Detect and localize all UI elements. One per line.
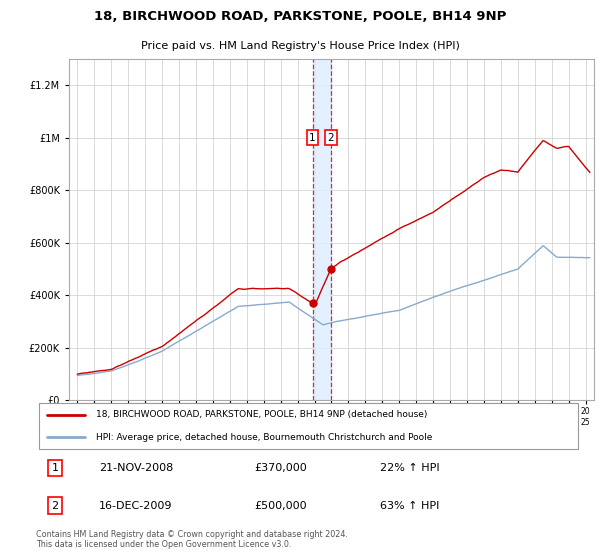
Text: 2: 2	[328, 133, 334, 143]
Text: Contains HM Land Registry data © Crown copyright and database right 2024.
This d: Contains HM Land Registry data © Crown c…	[36, 530, 348, 549]
Text: 1: 1	[52, 463, 59, 473]
Text: 18, BIRCHWOOD ROAD, PARKSTONE, POOLE, BH14 9NP: 18, BIRCHWOOD ROAD, PARKSTONE, POOLE, BH…	[94, 10, 506, 23]
Text: 22% ↑ HPI: 22% ↑ HPI	[380, 463, 440, 473]
Text: 21-NOV-2008: 21-NOV-2008	[99, 463, 173, 473]
Text: Price paid vs. HM Land Registry's House Price Index (HPI): Price paid vs. HM Land Registry's House …	[140, 41, 460, 51]
Text: 18, BIRCHWOOD ROAD, PARKSTONE, POOLE, BH14 9NP (detached house): 18, BIRCHWOOD ROAD, PARKSTONE, POOLE, BH…	[96, 410, 427, 419]
Bar	[313, 59, 331, 400]
FancyBboxPatch shape	[39, 403, 578, 449]
Text: 63% ↑ HPI: 63% ↑ HPI	[380, 501, 439, 511]
Text: HPI: Average price, detached house, Bournemouth Christchurch and Poole: HPI: Average price, detached house, Bour…	[96, 433, 433, 442]
Text: £370,000: £370,000	[254, 463, 307, 473]
Text: 1: 1	[309, 133, 316, 143]
Text: 16-DEC-2009: 16-DEC-2009	[99, 501, 172, 511]
Text: 2: 2	[52, 501, 59, 511]
Text: £500,000: £500,000	[254, 501, 307, 511]
